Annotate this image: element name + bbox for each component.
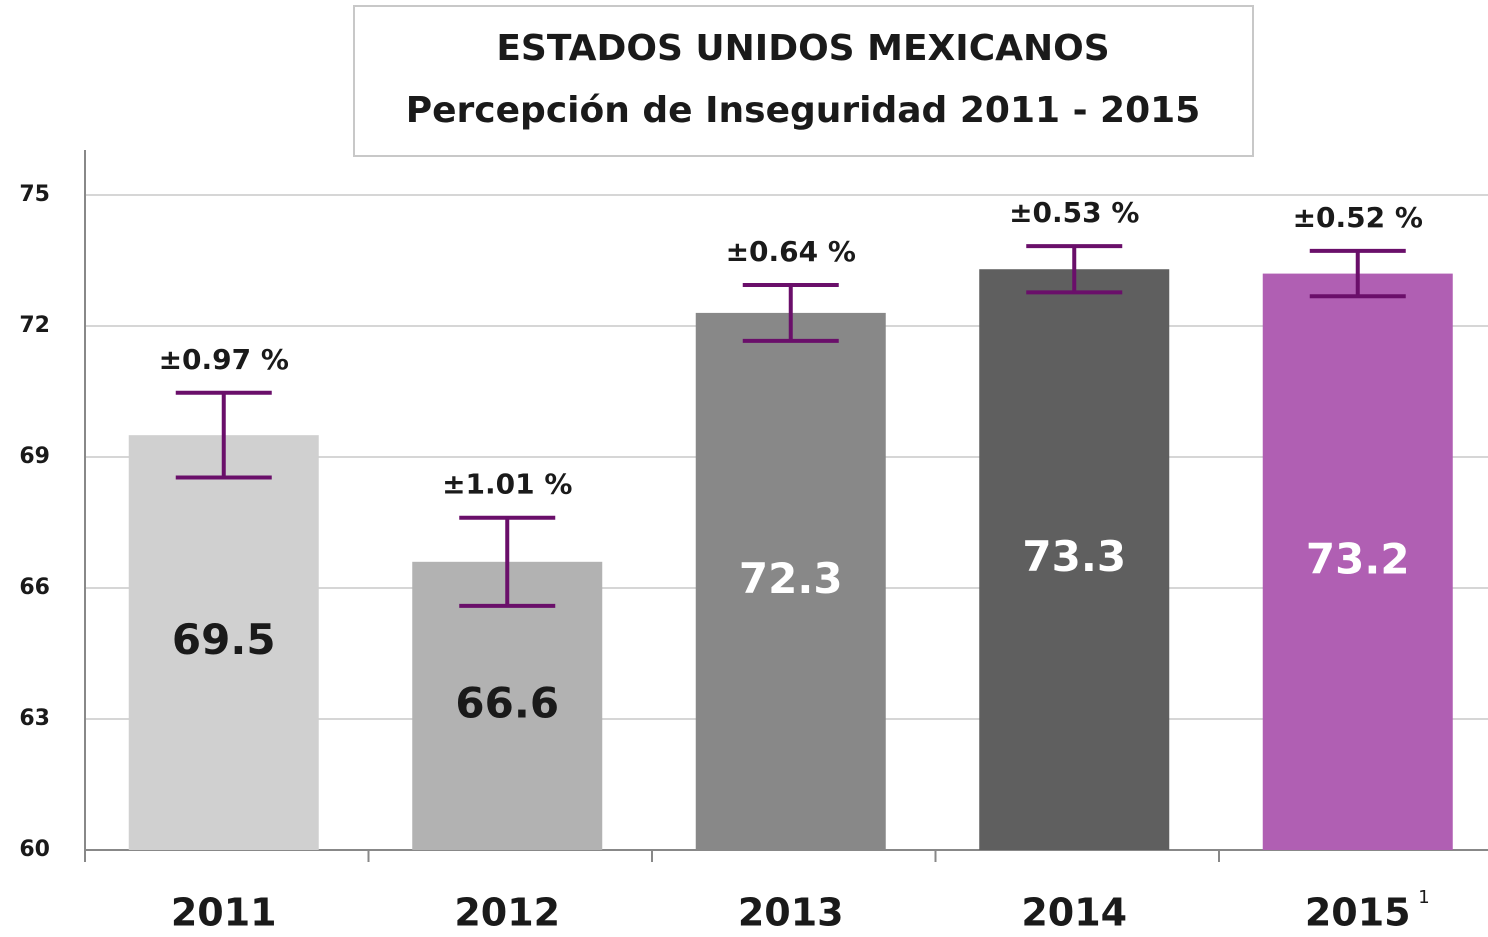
y-tick-label: 66 — [19, 575, 50, 600]
x-tick-label: 2013 — [738, 891, 844, 935]
value-label: 73.3 — [1022, 532, 1126, 581]
y-tick-label: 69 — [19, 444, 50, 469]
error-label: ±0.53 % — [1009, 196, 1139, 229]
bar — [1262, 273, 1453, 851]
y-tick-label: 60 — [19, 837, 50, 862]
bar — [979, 269, 1170, 850]
bar — [412, 561, 603, 850]
title-box — [353, 5, 1254, 157]
chart-title: ESTADOS UNIDOS MEXICANOS — [496, 28, 1109, 69]
value-label: 73.2 — [1306, 534, 1410, 583]
y-tick-label: 63 — [19, 706, 50, 731]
value-label: 69.5 — [172, 615, 276, 664]
value-label: 66.6 — [455, 678, 559, 727]
error-label: ±1.01 % — [442, 468, 572, 501]
x-tick-label: 2015 — [1305, 891, 1411, 935]
bar — [695, 312, 886, 850]
error-label: ±0.52 % — [1293, 201, 1423, 234]
bar — [128, 435, 319, 850]
x-tick-label: 2014 — [1021, 891, 1127, 935]
y-tick-label: 72 — [19, 313, 50, 338]
x-tick-label: 2011 — [171, 891, 277, 935]
error-label: ±0.64 % — [726, 235, 856, 268]
x-tick-label: 2012 — [454, 891, 560, 935]
chart-subtitle: Percepción de Inseguridad 2011 - 2015 — [406, 90, 1201, 131]
footnote: 1 — [1418, 887, 1429, 908]
error-label: ±0.97 % — [159, 343, 289, 376]
y-tick-label: 75 — [19, 182, 50, 207]
value-label: 72.3 — [739, 554, 843, 603]
